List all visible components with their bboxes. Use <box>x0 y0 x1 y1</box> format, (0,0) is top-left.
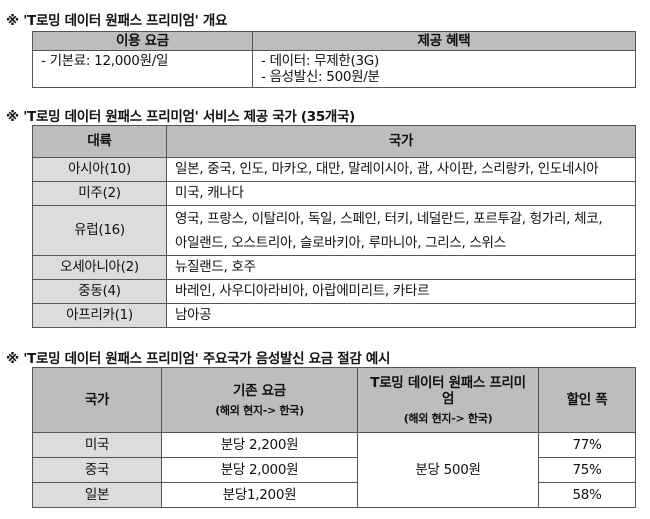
header-country: 국가 <box>32 367 162 433</box>
header-fee: 이용 요금 <box>32 31 253 51</box>
header-new-rate-sub: (해외 현지-> 한국) <box>403 411 493 425</box>
new-rate: 분당 500원 <box>357 432 539 508</box>
old-rate-japan: 분당1,200원 <box>161 482 358 508</box>
header-discount: 할인 폭 <box>538 367 636 433</box>
countries-title: ※ 'T로밍 데이터 원패스 프리미엄' 서비스 제공 국가 (35개국) <box>6 109 356 125</box>
benefit-data: - 데이터: 무제한(3G) <box>261 53 379 69</box>
countries-europe-line1: 영국, 프랑스, 이탈리아, 독일, 스페인, 터키, 네덜란드, 포르투갈, … <box>175 210 603 227</box>
header-old-rate: 기존 요금 <box>233 383 286 400</box>
benefit-voice: - 음성발신: 500원/분 <box>261 69 380 86</box>
countries-asia: 일본, 중국, 인도, 마카오, 대만, 말레이시아, 괌, 사이판, 스리랑카… <box>166 157 636 182</box>
countries-oceania: 뉴질랜드, 호주 <box>166 255 636 280</box>
header-country: 국가 <box>166 125 636 158</box>
header-benefits: 제공 혜택 <box>252 31 636 51</box>
country-china: 중국 <box>32 457 162 483</box>
countries-africa: 남아공 <box>166 303 636 328</box>
header-old-rate-sub: (해외 현지-> 한국) <box>215 403 304 417</box>
savings-table: 국가 기존 요금 (해외 현지-> 한국) T로밍 데이터 원패스 프리미엄 (해외… <box>32 367 636 508</box>
continent-oceania: 오세아니아(2) <box>32 255 167 280</box>
countries-europe-line2: 아일랜드, 오스트리아, 슬로바키아, 루마니아, 그리스, 스위스 <box>175 234 506 251</box>
overview-table: 이용 요금 제공 혜택 - 기본료: 12,000원/일 - 데이터: 무제한(… <box>32 31 636 89</box>
discount-japan: 58% <box>538 482 636 508</box>
savings-title: ※ 'T로밍 데이터 원패스 프리미엄' 주요국가 음성발신 요금 절감 예시 <box>6 351 391 367</box>
old-rate-us: 분당 2,200원 <box>161 432 358 458</box>
header-continent: 대륙 <box>32 125 167 158</box>
countries-middle-east: 바레인, 사우디아라비아, 아랍에미리트, 카타르 <box>166 279 636 304</box>
continent-americas: 미주(2) <box>32 181 167 206</box>
countries-table: 대륙 국가 아시아(10) 일본, 중국, 인도, 마카오, 대만, 말레이시아,… <box>32 125 636 328</box>
discount-us: 77% <box>538 432 636 458</box>
discount-china: 75% <box>538 457 636 483</box>
basic-fee: - 기본료: 12,000원/일 <box>32 49 253 89</box>
countries-americas: 미국, 캐나다 <box>166 181 636 206</box>
continent-africa: 아프리카(1) <box>32 303 167 328</box>
continent-europe: 유럽(16) <box>32 205 167 256</box>
country-us: 미국 <box>32 432 162 458</box>
overview-title: ※ 'T로밍 데이터 원패스 프리미엄' 개요 <box>6 13 228 29</box>
header-new-rate: T로밍 데이터 원패스 프리미엄 <box>370 375 526 408</box>
old-rate-china: 분당 2,000원 <box>161 457 358 483</box>
continent-middle-east: 중동(4) <box>32 279 167 304</box>
country-japan: 일본 <box>32 482 162 508</box>
continent-asia: 아시아(10) <box>32 157 167 182</box>
